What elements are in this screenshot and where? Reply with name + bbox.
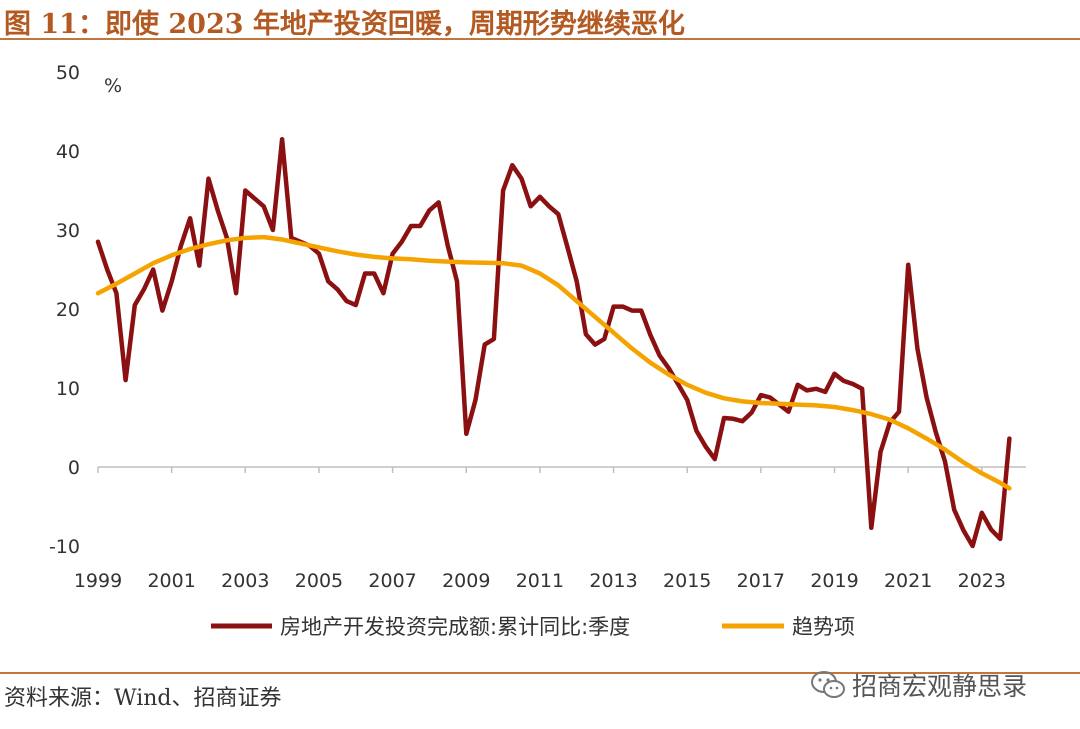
x-tick-label: 2003 xyxy=(221,570,269,592)
x-tick-label: 2013 xyxy=(589,570,637,592)
x-tick-label: 2015 xyxy=(663,570,711,592)
x-tick-label: 2009 xyxy=(442,570,490,592)
x-tick-label: 1999 xyxy=(74,570,122,592)
legend-label-trend: 趋势项 xyxy=(792,615,855,639)
x-tick-label: 2011 xyxy=(516,570,564,592)
y-axis: 50 40 30 20 10 0 -10 xyxy=(49,62,80,558)
x-tick-label: 2017 xyxy=(737,570,785,592)
y-unit-label: % xyxy=(104,75,122,97)
series-group xyxy=(95,136,1012,549)
x-tick-label: 2001 xyxy=(147,570,195,592)
y-tick-label: 20 xyxy=(56,299,80,321)
wechat-icon xyxy=(811,671,845,698)
line-chart: 50 40 30 20 10 0 -10 1999 2001 2003 2005 2007 2009 2… xyxy=(49,62,1026,639)
footer-divider xyxy=(0,672,1080,674)
series-line-investment xyxy=(95,136,1012,549)
x-tick-label: 2019 xyxy=(810,570,858,592)
y-tick-label: -10 xyxy=(49,536,80,558)
x-tick-label: 2007 xyxy=(368,570,416,592)
x-tick-label: 2023 xyxy=(958,570,1006,592)
y-tick-label: 0 xyxy=(68,457,80,479)
y-tick-label: 10 xyxy=(56,378,80,400)
legend-label-series: 房地产开发投资完成额:累计同比:季度 xyxy=(280,615,630,639)
y-tick-label: 40 xyxy=(56,141,80,163)
watermark: 招商宏观静思录 xyxy=(810,667,1027,703)
x-tick-label: 2005 xyxy=(295,570,343,592)
title-divider xyxy=(0,38,1080,40)
x-axis: 1999 2001 2003 2005 2007 2009 2011 2013 2015 2017… xyxy=(74,466,1026,592)
watermark-text: 招商宏观静思录 xyxy=(852,672,1028,701)
figure-title: 图 11：即使 2023 年地产投资回暖，周期形势继续恶化 xyxy=(4,9,685,40)
x-tick-label: 2021 xyxy=(884,570,932,592)
source-note: 资料来源：Wind、招商证券 xyxy=(4,686,282,711)
series-line-trend xyxy=(95,234,1012,491)
y-tick-label: 50 xyxy=(56,62,80,84)
legend: 房地产开发投资完成额:累计同比:季度 趋势项 xyxy=(211,615,855,639)
y-tick-label: 30 xyxy=(56,220,80,242)
